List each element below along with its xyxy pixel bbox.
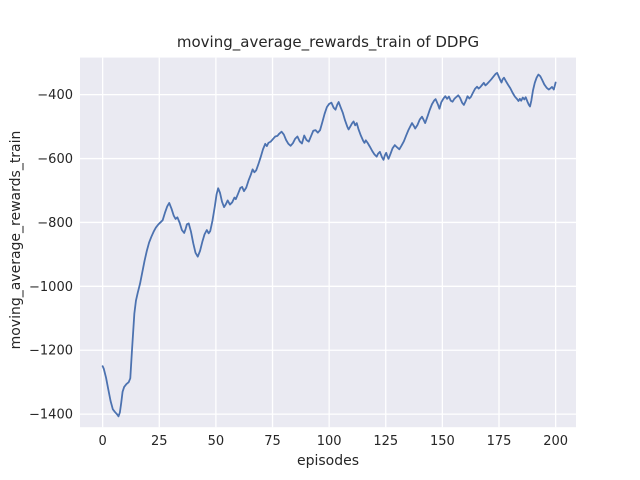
y-axis-label: moving_average_rewards_train (8, 130, 24, 350)
y-tick-label: −1400 (29, 408, 73, 423)
axes-background (80, 57, 576, 428)
x-tick-label: 25 (151, 434, 168, 449)
x-tick-label: 0 (99, 434, 107, 449)
y-tick-label: −400 (37, 88, 73, 103)
x-tick-label: 75 (264, 434, 281, 449)
y-tick-label: −1000 (29, 280, 73, 295)
x-tick-label: 175 (487, 434, 512, 449)
x-tick-label: 150 (430, 434, 455, 449)
data-line (101, 72, 557, 418)
x-tick-label: 200 (543, 434, 568, 449)
x-axis-label: episodes (296, 453, 360, 469)
x-tick-label: 125 (373, 434, 398, 449)
y-tick-label: −800 (37, 216, 73, 231)
x-tick-label: 100 (317, 434, 342, 449)
x-tick-label: 50 (208, 434, 225, 449)
y-tick-label: −1200 (29, 344, 73, 359)
y-tick-label: −600 (37, 152, 73, 167)
chart-title: moving_average_rewards_train of DDPG (176, 33, 480, 51)
